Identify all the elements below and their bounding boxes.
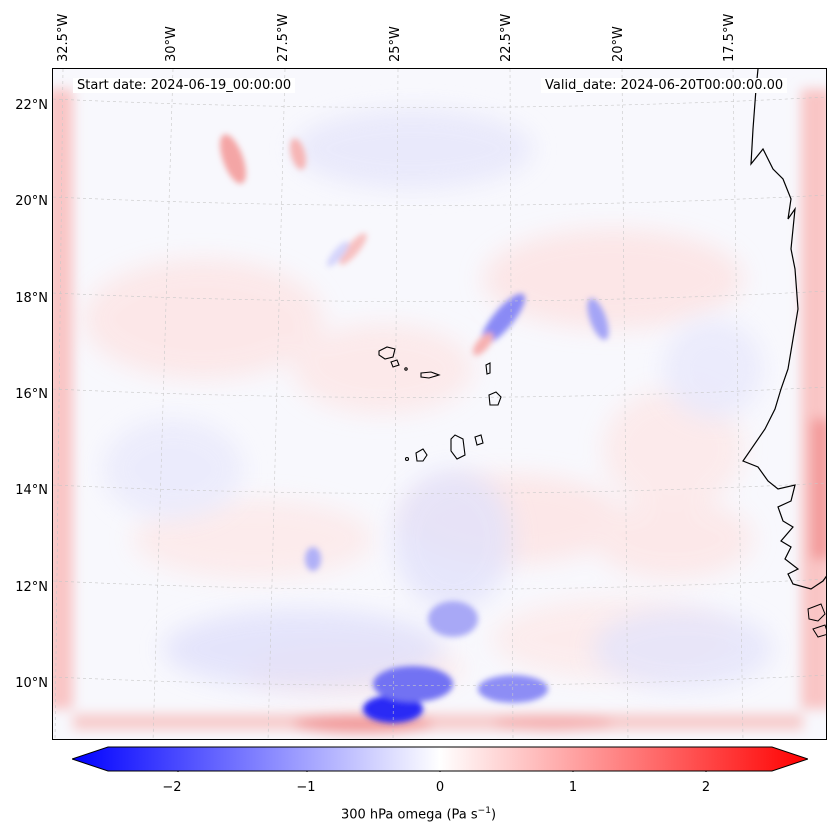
lat-label-20n: 20°N [15, 194, 48, 209]
lon-label-20w: 20°W [611, 26, 626, 62]
lon-label-30w: 30°W [164, 26, 179, 62]
colorbar-label-suffix: ) [490, 807, 497, 823]
lat-label-16n: 16°N [15, 387, 48, 402]
lat-label-22n: 22°N [15, 98, 48, 113]
colorbar-tick-neg1: −1 [296, 780, 316, 795]
colorbar-ticks [177, 771, 707, 772]
lat-label-18n: 18°N [15, 291, 48, 306]
lon-label-17-5w: 17.5°W [722, 13, 737, 62]
omega-map [53, 69, 826, 739]
cape-verde-islands [378, 346, 502, 462]
lat-label-12n: 12°N [15, 580, 48, 595]
colorbar [72, 746, 808, 772]
map-frame: Start date: 2024-06-19_00:00:00 Valid_da… [52, 68, 827, 740]
colorbar-tick-0: 0 [435, 780, 445, 795]
lon-label-32-5w: 32.5°W [56, 13, 71, 62]
africa-coastline [742, 69, 826, 590]
colorbar-tick-2: 2 [701, 780, 711, 795]
coastline-islands-south [807, 603, 826, 638]
start-date-label: Start date: 2024-06-19_00:00:00 [73, 78, 296, 93]
colorbar-label: 300 hPa omega (Pa s−1) [0, 806, 837, 822]
colorbar-label-superscript: −1 [477, 806, 491, 816]
colorbar-gradient [72, 746, 808, 772]
lon-label-25w: 25°W [388, 26, 403, 62]
colorbar-tick-neg2: −2 [162, 780, 182, 795]
lat-label-14n: 14°N [15, 483, 48, 498]
graticule [53, 69, 826, 739]
colorbar-tick-1: 1 [568, 780, 578, 795]
colorbar-label-prefix: 300 hPa omega (Pa s [340, 807, 478, 823]
valid-date-label: Valid_date: 2024-06-20T00:00:00.00 [541, 78, 788, 93]
lon-label-27-5w: 27.5°W [276, 13, 291, 62]
lon-label-22-5w: 22.5°W [499, 13, 514, 62]
lat-label-10n: 10°N [15, 676, 48, 691]
